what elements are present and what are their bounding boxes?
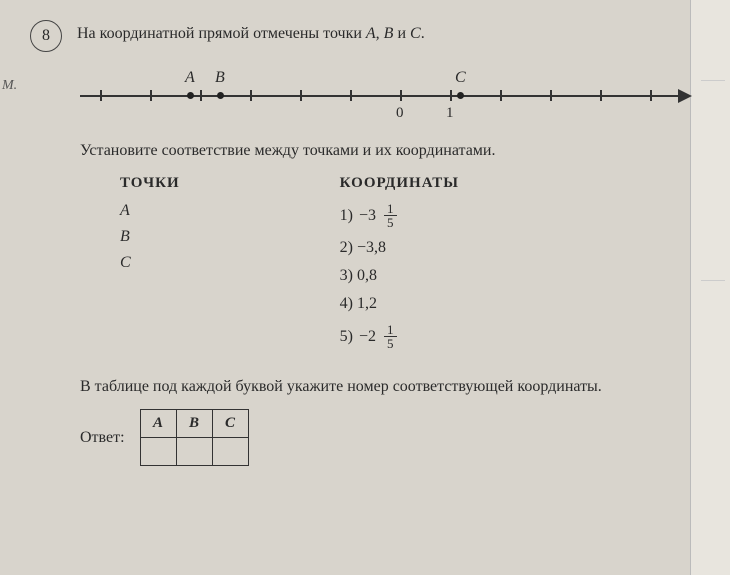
table-row: A B C	[140, 410, 248, 438]
axis-tick	[450, 90, 452, 101]
table-header-B: B	[176, 410, 212, 438]
coord1-int: −3	[359, 207, 376, 225]
instruction-2: В таблице под каждой буквой укажите номе…	[80, 375, 680, 399]
coord5-den: 5	[384, 337, 397, 350]
point-item-A: A	[120, 202, 180, 220]
point-dot-A	[187, 92, 194, 99]
number-line: A B C 0 1	[80, 67, 680, 127]
coord1-num: 1	[384, 202, 397, 216]
point-item-C: C	[120, 254, 180, 272]
axis-tick	[200, 90, 202, 101]
margin-label: М.	[2, 78, 17, 94]
answer-label: Ответ:	[80, 429, 125, 447]
point-dot-B	[217, 92, 224, 99]
coord-item-1: 1) −3 1 5	[340, 202, 459, 229]
points-header: ТОЧКИ	[120, 175, 180, 192]
page-content: М. 8 На координатной прямой отмечены точ…	[0, 0, 730, 486]
axis-tick	[550, 90, 552, 101]
axis-tick	[500, 90, 502, 101]
answer-table: A B C	[140, 409, 249, 466]
point-label-A: A	[185, 69, 195, 87]
axis-tick	[350, 90, 352, 101]
axis-tick	[250, 90, 252, 101]
axis-line	[80, 95, 680, 97]
answer-row: Ответ: A B C	[80, 409, 680, 466]
table-row	[140, 438, 248, 466]
task-text-pointC: C	[410, 25, 421, 42]
coord5-prefix: 5)	[340, 328, 353, 346]
axis-tick	[300, 90, 302, 101]
axis-arrow-icon	[678, 89, 692, 103]
coord5-num: 1	[384, 323, 397, 337]
task-prompt: На координатной прямой отмечены точки A,…	[77, 20, 425, 43]
axis-tick	[100, 90, 102, 101]
match-columns: ТОЧКИ A B C КООРДИНАТЫ 1) −3 1 5 2) −3,8…	[120, 175, 680, 360]
table-cell-B[interactable]	[176, 438, 212, 466]
coord-item-5: 5) −2 1 5	[340, 323, 459, 350]
coord1-den: 5	[384, 216, 397, 229]
axis-tick	[650, 90, 652, 101]
coord-item-4: 4) 1,2	[340, 295, 459, 313]
instruction-1: Установите соответствие между точками и …	[80, 142, 680, 160]
coord1-fraction: 1 5	[384, 202, 397, 229]
task-number: 8	[42, 27, 50, 45]
coord-item-3: 3) 0,8	[340, 267, 459, 285]
task-text-part3: и	[393, 25, 410, 42]
points-column: ТОЧКИ A B C	[120, 175, 180, 360]
table-cell-A[interactable]	[140, 438, 176, 466]
coord-item-2: 2) −3,8	[340, 239, 459, 257]
task-text-part5: .	[421, 25, 425, 42]
axis-label-one: 1	[446, 105, 454, 122]
axis-label-zero: 0	[396, 105, 404, 122]
axis-tick	[600, 90, 602, 101]
coords-column: КООРДИНАТЫ 1) −3 1 5 2) −3,8 3) 0,8 4) 1…	[340, 175, 459, 360]
coord5-fraction: 1 5	[384, 323, 397, 350]
task-text-part1: На координатной прямой отмечены точки	[77, 25, 366, 42]
point-label-C: C	[455, 69, 466, 87]
coords-header: КООРДИНАТЫ	[340, 175, 459, 192]
point-dot-C	[457, 92, 464, 99]
axis-tick	[150, 90, 152, 101]
task-text-points: A, B	[366, 25, 394, 42]
task-header: 8 На координатной прямой отмечены точки …	[30, 20, 680, 52]
point-item-B: B	[120, 228, 180, 246]
coord5-int: −2	[359, 328, 376, 346]
task-number-badge: 8	[30, 20, 62, 52]
table-header-C: C	[212, 410, 248, 438]
axis-tick	[400, 90, 402, 101]
coord1-prefix: 1)	[340, 207, 353, 225]
table-cell-C[interactable]	[212, 438, 248, 466]
point-label-B: B	[215, 69, 225, 87]
table-header-A: A	[140, 410, 176, 438]
